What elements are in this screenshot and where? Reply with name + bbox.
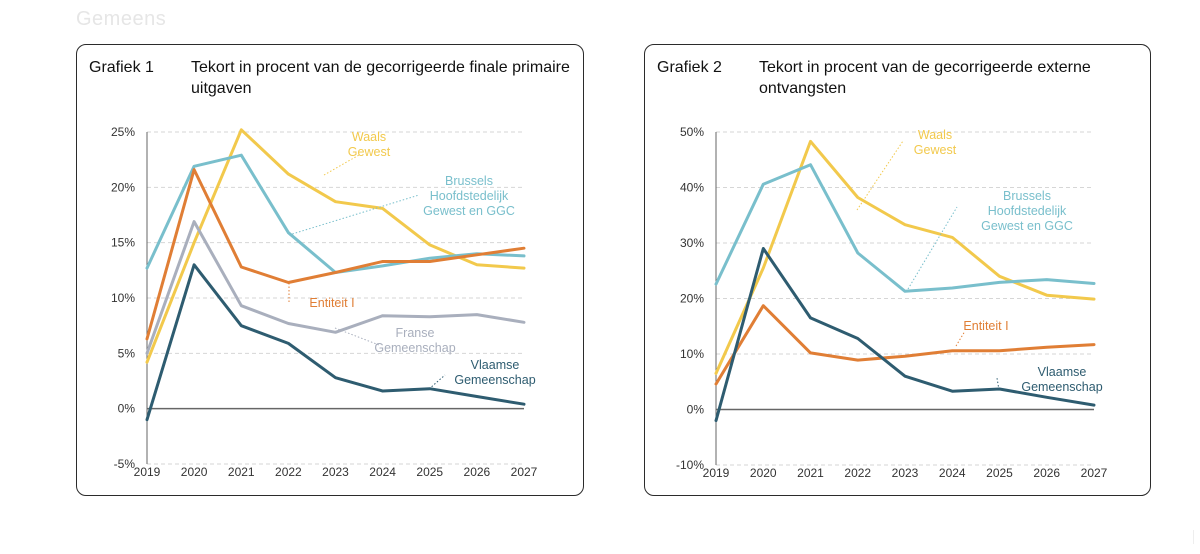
annotation-leader	[428, 374, 446, 390]
x-tick-label: 2022	[275, 465, 302, 479]
y-tick-label: 50%	[680, 125, 704, 139]
y-tick-label: -10%	[676, 458, 704, 472]
annotation-leader	[288, 194, 420, 236]
series-label-entiteit-i: Entiteit I	[309, 296, 354, 310]
x-tick-label: 2020	[181, 465, 208, 479]
series-line-entiteit-i	[145, 168, 526, 341]
series-label-brussels-hoofdstedelijk-gewest-en-ggc: Brussels Hoofdstedelijk Gewest en GGC	[981, 189, 1073, 233]
y-tick-label: -5%	[114, 457, 136, 471]
page-edge-mark	[1183, 530, 1194, 544]
y-tick-label: 10%	[111, 291, 135, 305]
y-tick-label: 20%	[111, 180, 135, 194]
series-line-waals-gewest	[714, 139, 1096, 375]
faded-header-text: Gemeens	[76, 8, 167, 30]
x-tick-label: 2019	[703, 466, 730, 480]
annotation-leader	[334, 327, 380, 346]
series-line-brussels-hoofdstedelijk-gewest-en-ggc	[714, 163, 1096, 293]
x-tick-label: 2025	[986, 466, 1013, 480]
line-chart-1: -5% 0% 5% 10% 15% 20% 25% 2019 2020 2021 2022 2023 2…	[111, 125, 538, 479]
series-line-entiteit-i	[714, 304, 1096, 386]
y-tick-label: 15%	[111, 236, 135, 250]
annotation-leader	[907, 206, 958, 290]
x-tick-label: 2024	[939, 466, 966, 480]
y-tick-label: 20%	[680, 292, 704, 306]
series-label-vlaamse-gemeenschap: Vlaamse Gemeenschap	[454, 358, 535, 387]
x-tick-label: 2026	[464, 465, 491, 479]
line-chart-2: -10% 0% 10% 20% 30% 40% 50% 2019 2020 2021 2022 202…	[676, 125, 1108, 480]
y-tick-label: 5%	[118, 346, 136, 360]
y-tick-label: 25%	[111, 125, 135, 139]
x-tick-label: 2022	[844, 466, 871, 480]
y-tick-label: 0%	[687, 403, 705, 417]
chart-label: Grafiek 1	[89, 59, 154, 76]
chart-panel-2: Grafiek 2 Tekort in procent van de gecor…	[644, 44, 1151, 496]
x-tick-label: 2025	[416, 465, 443, 479]
y-tick-label: 30%	[680, 236, 704, 250]
series-label-vlaamse-gemeenschap: Vlaamse Gemeenschap	[1021, 365, 1102, 394]
series-line-franse-gemeenschap	[145, 220, 526, 355]
series-label-franse-gemeenschap: Franse Gemeenschap	[374, 326, 455, 355]
series-label-entiteit-i: Entiteit I	[963, 319, 1008, 333]
x-tick-label: 2020	[750, 466, 777, 480]
x-tick-label: 2021	[228, 465, 255, 479]
series-label-waals-gewest: Waals Gewest	[348, 130, 391, 159]
series-label-brussels-hoofdstedelijk-gewest-en-ggc: Brussels Hoofdstedelijk Gewest en GGC	[423, 174, 515, 218]
x-tick-label: 2026	[1033, 466, 1060, 480]
x-tick-label: 2027	[1081, 466, 1108, 480]
series-line-vlaamse-gemeenschap	[714, 247, 1096, 423]
x-tick-label: 2027	[511, 465, 538, 479]
chart-label: Grafiek 2	[657, 59, 722, 76]
y-tick-label: 40%	[680, 181, 704, 195]
series-line-vlaamse-gemeenschap	[145, 263, 526, 422]
chart-title: Tekort in procent van de gecorrigeerde e…	[759, 59, 1091, 97]
x-tick-label: 2021	[797, 466, 824, 480]
annotation-leader	[955, 330, 966, 347]
x-tick-label: 2019	[134, 465, 161, 479]
y-tick-label: 0%	[118, 402, 136, 416]
x-tick-label: 2023	[322, 465, 349, 479]
y-tick-label: 10%	[680, 347, 704, 361]
series-label-waals-gewest: Waals Gewest	[914, 128, 957, 157]
x-tick-label: 2023	[892, 466, 919, 480]
chart-title: Tekort in procent van de gecorrigeerde f…	[191, 59, 570, 97]
x-tick-label: 2024	[369, 465, 396, 479]
chart-panel-1: Grafiek 1 Tekort in procent van de gecor…	[76, 44, 584, 496]
